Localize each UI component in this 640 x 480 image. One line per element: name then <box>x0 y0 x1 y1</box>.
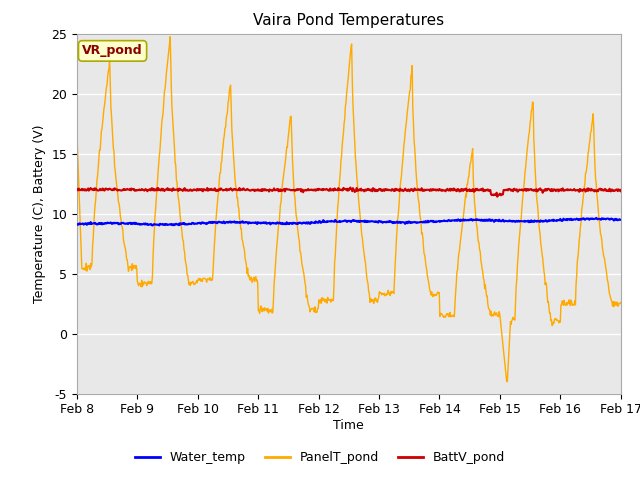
X-axis label: Time: Time <box>333 419 364 432</box>
Text: VR_pond: VR_pond <box>82 44 143 58</box>
Y-axis label: Temperature (C), Battery (V): Temperature (C), Battery (V) <box>33 124 45 303</box>
Title: Vaira Pond Temperatures: Vaira Pond Temperatures <box>253 13 444 28</box>
Legend: Water_temp, PanelT_pond, BattV_pond: Water_temp, PanelT_pond, BattV_pond <box>130 446 510 469</box>
